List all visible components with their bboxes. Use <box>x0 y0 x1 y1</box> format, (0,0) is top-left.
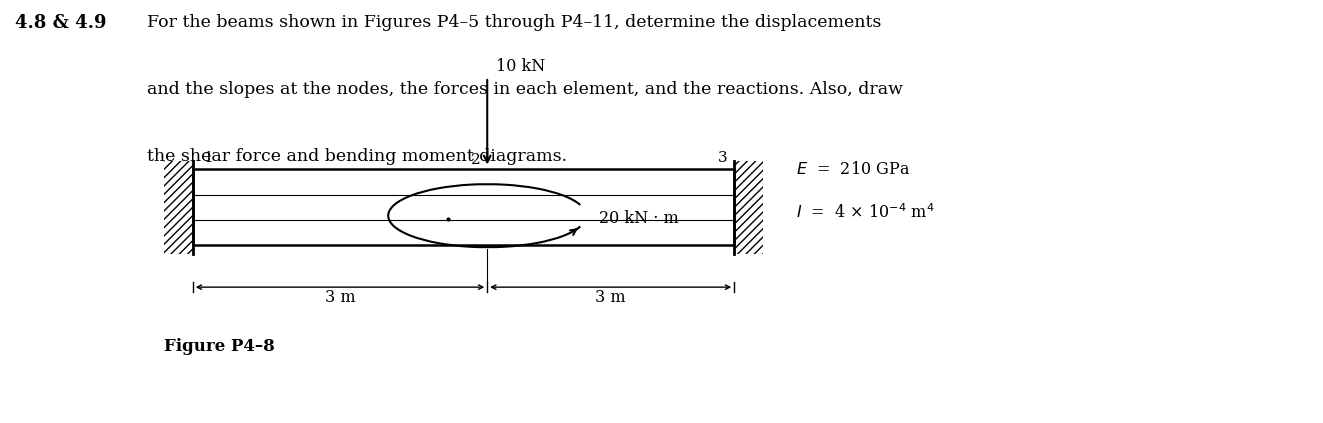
Text: 1: 1 <box>204 151 213 165</box>
Text: the shear force and bending moment diagrams.: the shear force and bending moment diagr… <box>147 148 566 165</box>
Bar <box>734 161 763 253</box>
Text: $I$  =  4 × 10$^{-4}$ m$^4$: $I$ = 4 × 10$^{-4}$ m$^4$ <box>796 203 935 222</box>
Text: and the slopes at the nodes, the forces in each element, and the reactions. Also: and the slopes at the nodes, the forces … <box>147 81 902 98</box>
Text: For the beams shown in Figures P4–5 through P4–11, determine the displacements: For the beams shown in Figures P4–5 thro… <box>147 14 881 31</box>
Text: $E$  =  210 GPa: $E$ = 210 GPa <box>796 161 910 178</box>
Text: 20 kN · m: 20 kN · m <box>599 210 679 227</box>
Bar <box>164 161 193 253</box>
Text: 2: 2 <box>471 154 480 168</box>
Text: 3 m: 3 m <box>324 289 356 306</box>
Text: 10 kN: 10 kN <box>496 58 545 75</box>
Text: 3 m: 3 m <box>595 289 626 306</box>
Text: Figure P4–8: Figure P4–8 <box>164 338 275 354</box>
Text: 3: 3 <box>718 151 728 165</box>
Bar <box>193 170 734 245</box>
Text: 4.8 & 4.9: 4.8 & 4.9 <box>15 14 106 32</box>
